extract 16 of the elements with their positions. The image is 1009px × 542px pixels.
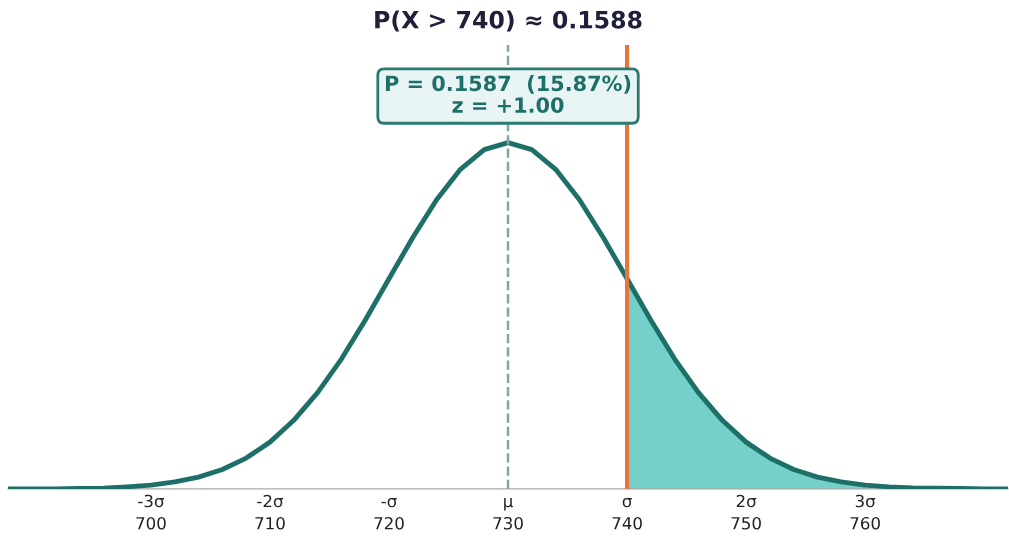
text: P = 0.1587 (15.87%) z = +1.00 (385, 75, 631, 113)
x-tick-label: 720 (374, 516, 404, 530)
x2-tick-label: -2σ (257, 494, 284, 508)
x-tick-label: 750 (731, 516, 761, 530)
x-tick-label: 760 (850, 516, 880, 530)
x-tick-label: 730 (493, 516, 523, 530)
x-tick-label: 740 (612, 516, 642, 530)
x2-tick-label: 2σ (736, 494, 757, 508)
x2-tick-label: σ (622, 497, 632, 508)
x2-tick-label: -σ (381, 497, 397, 508)
x2-tick-label: 3σ (855, 494, 876, 508)
x-tick-label: 710 (255, 516, 285, 530)
x2-tick-label: μ (504, 497, 513, 511)
chart-title: P(X > 740) ≈ 0.1588 (375, 10, 642, 32)
x2-tick-label: -3σ (138, 494, 165, 508)
x-tick-label: 700 (136, 516, 166, 530)
